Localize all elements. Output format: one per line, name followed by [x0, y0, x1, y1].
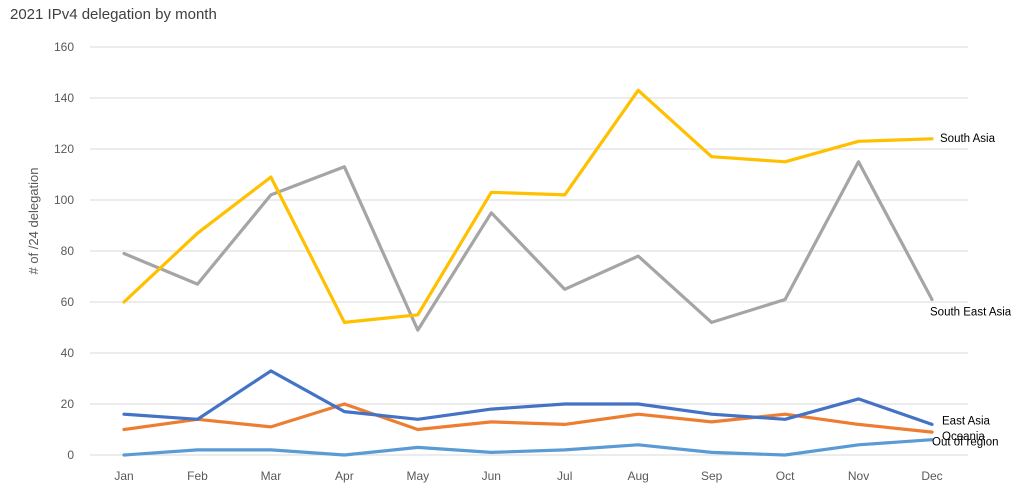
series-label-out-of-region: Out of region [932, 437, 998, 449]
x-tick-label: Sep [701, 469, 723, 483]
series-end-labels: South Asia South East Asia East Asia Oceani… [930, 133, 1012, 449]
x-axis-tick-labels: Jan Feb Mar Apr May Jun Jul Aug Sep Oct Nov Dec [114, 469, 942, 483]
x-tick-label: Nov [848, 469, 869, 483]
x-tick-label: Oct [776, 469, 795, 483]
x-tick-label: Apr [335, 469, 354, 483]
series-label-east-asia: East Asia [942, 415, 991, 427]
series-line-east-asia [122, 369, 934, 426]
x-tick-label: May [406, 469, 429, 483]
y-tick-label: 120 [54, 142, 74, 156]
y-axis-tick-labels: 0 20 40 60 80 100 120 140 160 [54, 40, 74, 462]
x-tick-label: Feb [187, 469, 208, 483]
y-tick-label: 80 [61, 244, 75, 258]
chart-title: 2021 IPv4 delegation by month [10, 6, 217, 23]
y-tick-label: 40 [61, 346, 75, 360]
x-tick-label: Dec [921, 469, 942, 483]
y-tick-label: 100 [54, 193, 74, 207]
series-label-south-asia: South Asia [940, 133, 996, 145]
x-tick-label: Mar [261, 469, 282, 483]
x-tick-label: Jul [557, 469, 572, 483]
y-axis-title: # of /24 delegation [26, 168, 41, 275]
series-line-oceania [122, 402, 934, 434]
y-tick-label: 20 [61, 397, 75, 411]
series-lines [122, 88, 934, 457]
series-label-oceania: Oceania [942, 431, 985, 443]
y-tick-label: 0 [67, 448, 74, 462]
y-tick-label: 60 [61, 295, 75, 309]
x-tick-label: Jun [482, 469, 501, 483]
y-tick-label: 140 [54, 91, 74, 105]
x-tick-label: Jan [114, 469, 133, 483]
series-line-out-of-region [122, 438, 934, 457]
series-line-south-asia [122, 88, 934, 324]
series-label-south-east-asia: South East Asia [930, 306, 1012, 318]
x-tick-label: Aug [628, 469, 649, 483]
y-tick-label: 160 [54, 40, 74, 54]
series-line-south-east-asia [122, 160, 934, 332]
